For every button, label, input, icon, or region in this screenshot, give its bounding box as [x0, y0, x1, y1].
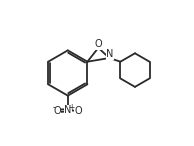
Text: -: -	[52, 103, 55, 112]
Text: N: N	[64, 105, 71, 115]
Text: O: O	[75, 106, 83, 116]
Text: N: N	[106, 49, 114, 59]
Text: O: O	[94, 39, 102, 49]
Text: +: +	[68, 102, 74, 112]
Text: O: O	[53, 106, 61, 116]
